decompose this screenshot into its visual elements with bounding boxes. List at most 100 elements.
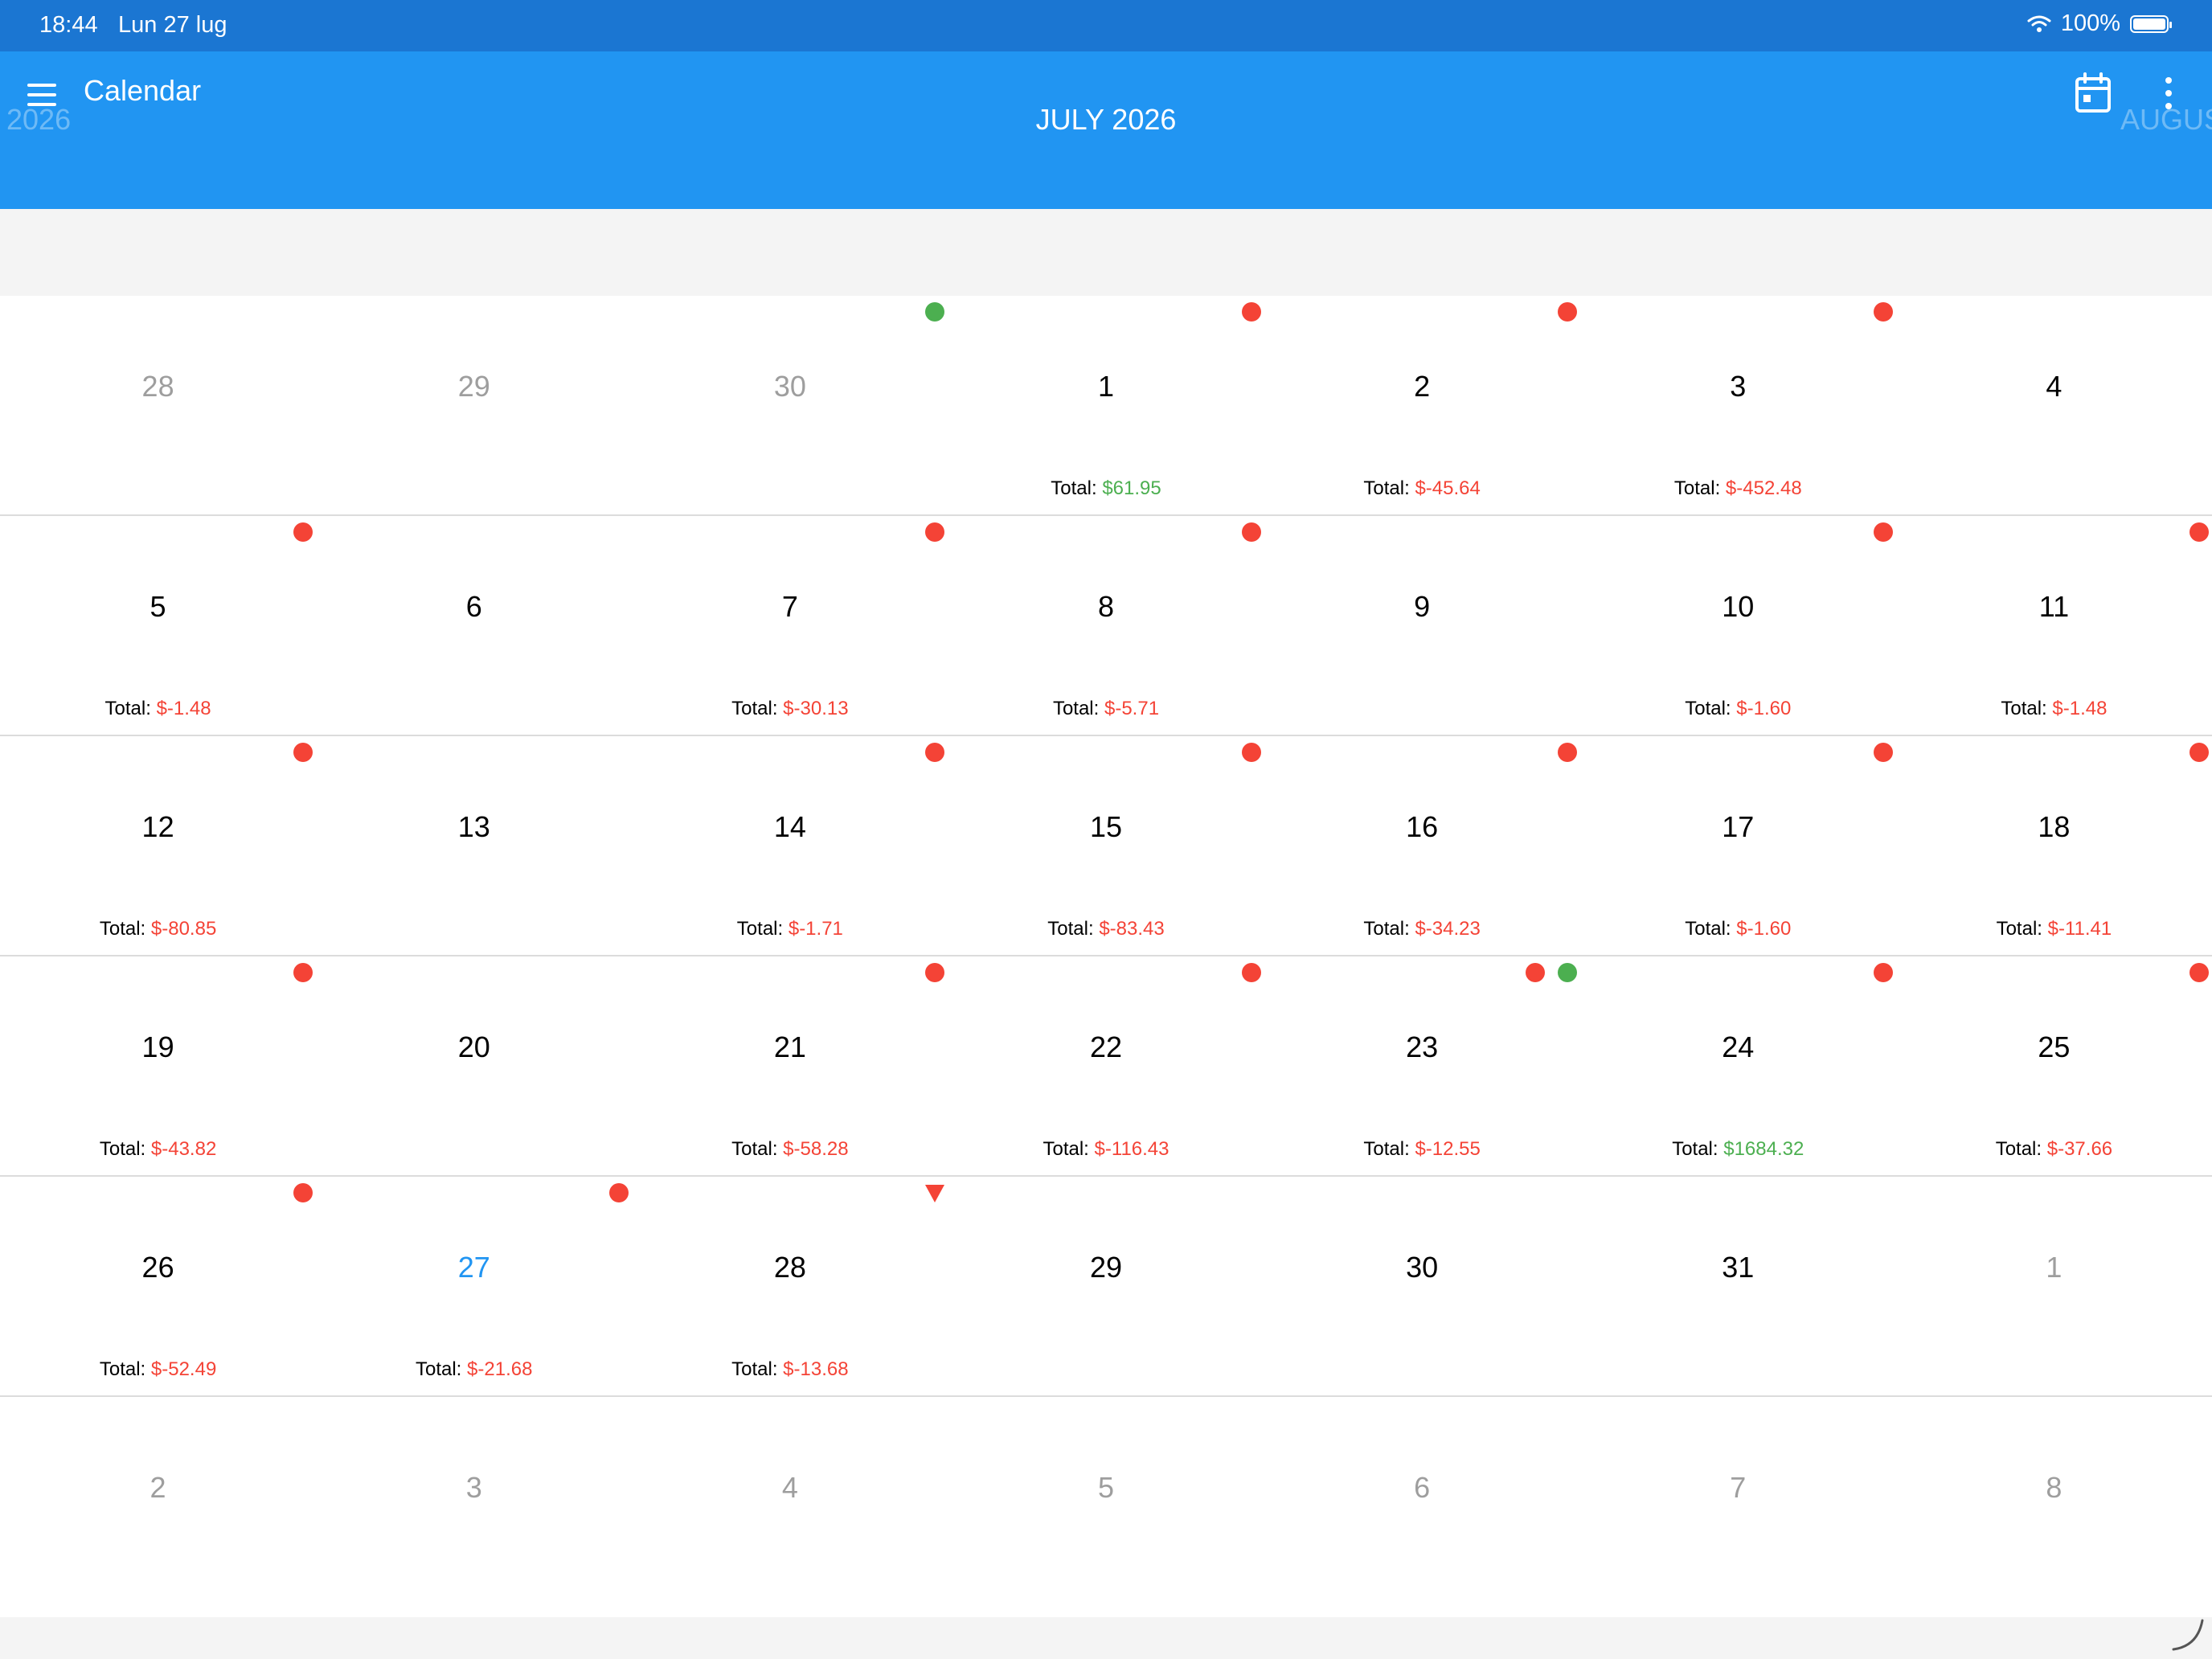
day-total: Total: $-12.55 <box>1264 1138 1580 1161</box>
calendar-day[interactable]: 2 Total: $-45.64 <box>1264 296 1580 516</box>
calendar-day[interactable]: 3 <box>316 1397 632 1617</box>
calendar-day[interactable]: 29 <box>316 296 633 516</box>
day-total: Total: $-116.43 <box>948 1138 1264 1161</box>
day-number: 5 <box>1097 1471 1114 1504</box>
calendar-day[interactable]: 30 <box>1264 1177 1580 1397</box>
expense-dot-marker <box>2189 743 2209 762</box>
total-label: Total: <box>1363 477 1410 499</box>
calendar-day[interactable]: 10 Total: $-1.60 <box>1579 516 1896 736</box>
resize-handle-icon[interactable] <box>2167 1614 2207 1654</box>
calendar-day[interactable]: 1 <box>1895 1177 2212 1397</box>
expense-dot-marker <box>609 1183 629 1202</box>
total-label: Total: <box>1363 918 1410 940</box>
calendar-day[interactable]: 7 <box>1580 1397 1896 1617</box>
calendar-day[interactable]: 29 <box>948 1177 1264 1397</box>
total-amount: $-80.85 <box>150 918 217 940</box>
calendar-day[interactable]: 4 <box>632 1397 948 1617</box>
status-time: 18:44 <box>39 12 98 38</box>
expense-dot-marker <box>925 743 945 762</box>
day-total: Total: $-1.60 <box>1580 698 1896 720</box>
total-label: Total: <box>731 1138 778 1160</box>
calendar-day[interactable]: 5 Total: $-1.48 <box>0 516 317 736</box>
calendar-day[interactable]: 12 Total: $-80.85 <box>0 736 317 956</box>
calendar-day[interactable]: 5 <box>948 1397 1264 1617</box>
expense-dot-marker <box>1241 302 1261 322</box>
day-number: 24 <box>1722 1030 1755 1063</box>
calendar-day[interactable]: 4 <box>1895 296 2212 516</box>
event-markers <box>2189 522 2209 542</box>
day-number: 15 <box>1089 810 1123 843</box>
calendar-day[interactable]: 3 Total: $-452.48 <box>1579 296 1896 516</box>
total-amount: $61.95 <box>1102 477 1161 499</box>
total-label: Total: <box>1672 1138 1718 1160</box>
battery-icon <box>2130 14 2172 33</box>
total-amount: $-58.28 <box>783 1138 849 1160</box>
total-label: Total: <box>1996 918 2042 940</box>
expense-dot-marker <box>1873 963 1893 982</box>
calendar-day[interactable]: 26 Total: $-52.49 <box>0 1177 317 1397</box>
day-total: Total: $-80.85 <box>0 918 316 940</box>
calendar-day[interactable]: 9 <box>1264 516 1580 736</box>
day-number: 10 <box>1722 590 1755 623</box>
calendar-day[interactable]: 28 Total: $-13.68 <box>632 1177 948 1397</box>
calendar-day[interactable]: 19 Total: $-43.82 <box>0 956 317 1177</box>
calendar-day[interactable]: 11 Total: $-1.48 <box>1895 516 2212 736</box>
day-total: Total: $-37.66 <box>1896 1138 2212 1161</box>
menu-icon[interactable] <box>23 76 61 114</box>
day-number: 31 <box>1722 1251 1755 1284</box>
day-number: 9 <box>1414 590 1431 623</box>
day-number: 4 <box>2046 370 2062 403</box>
total-amount: $-5.71 <box>1104 698 1160 719</box>
calendar-day[interactable]: 22 Total: $-116.43 <box>948 956 1264 1177</box>
total-amount: $-1.60 <box>1736 698 1792 719</box>
calendar-day[interactable]: 21 Total: $-58.28 <box>632 956 948 1177</box>
more-vert-icon[interactable] <box>2154 72 2183 114</box>
calendar-day[interactable]: 1 Total: $61.95 <box>948 296 1264 516</box>
day-number: 28 <box>773 1251 806 1284</box>
calendar-day[interactable]: 2 <box>0 1397 316 1617</box>
total-amount: $-452.48 <box>1725 477 1802 499</box>
event-markers <box>1873 963 1893 982</box>
total-amount: $-45.64 <box>1415 477 1481 499</box>
day-total: Total: $-52.49 <box>0 1358 316 1381</box>
calendar-day[interactable]: 18 Total: $-11.41 <box>1895 736 2212 956</box>
total-label: Total: <box>99 1138 146 1160</box>
next-month-label[interactable]: AUGUST 2026 <box>2120 103 2212 136</box>
calendar-day[interactable]: 25 Total: $-37.66 <box>1895 956 2212 1177</box>
bottom-bar <box>0 1617 2212 1659</box>
calendar-day[interactable]: 30 <box>632 296 948 516</box>
expense-dot-marker <box>1241 522 1261 542</box>
calendar-day[interactable]: 8 <box>1896 1397 2212 1617</box>
expense-dot-marker <box>1241 963 1261 982</box>
calendar-icon[interactable] <box>2072 71 2114 116</box>
calendar-day[interactable]: 14 Total: $-1.71 <box>632 736 948 956</box>
calendar-day[interactable]: 23 Total: $-12.55 <box>1264 956 1580 1177</box>
calendar-day[interactable]: 6 <box>1264 1397 1580 1617</box>
total-amount: $-11.41 <box>2047 918 2112 940</box>
calendar-day[interactable]: 8 Total: $-5.71 <box>948 516 1264 736</box>
calendar-day[interactable]: 20 <box>316 956 633 1177</box>
income-dot-marker <box>1557 963 1577 982</box>
day-number: 25 <box>2038 1030 2071 1063</box>
event-markers <box>1873 522 1893 542</box>
day-total: Total: $-1.48 <box>1896 698 2212 720</box>
total-label: Total: <box>415 1358 462 1380</box>
prev-month-label[interactable]: 2026 <box>6 103 72 136</box>
calendar-day[interactable]: 16 Total: $-34.23 <box>1264 736 1580 956</box>
event-markers <box>2189 963 2209 982</box>
calendar-day[interactable]: 28 <box>0 296 317 516</box>
calendar-day-today[interactable]: 27 Total: $-21.68 <box>316 1177 633 1397</box>
calendar-day[interactable]: 24 Total: $1684.32 <box>1579 956 1896 1177</box>
day-total: Total: $-58.28 <box>632 1138 948 1161</box>
calendar-day[interactable]: 13 <box>316 736 633 956</box>
calendar-day[interactable]: 17 Total: $-1.60 <box>1579 736 1896 956</box>
day-number: 2 <box>150 1471 166 1504</box>
calendar-day[interactable]: 31 <box>1579 1177 1896 1397</box>
event-markers <box>293 522 313 542</box>
calendar-day[interactable]: 15 Total: $-83.43 <box>948 736 1264 956</box>
calendar-day[interactable]: 7 Total: $-30.13 <box>632 516 948 736</box>
event-markers <box>925 522 945 542</box>
calendar-day[interactable]: 6 <box>316 516 633 736</box>
total-label: Total: <box>731 698 778 719</box>
event-markers <box>293 1183 313 1202</box>
